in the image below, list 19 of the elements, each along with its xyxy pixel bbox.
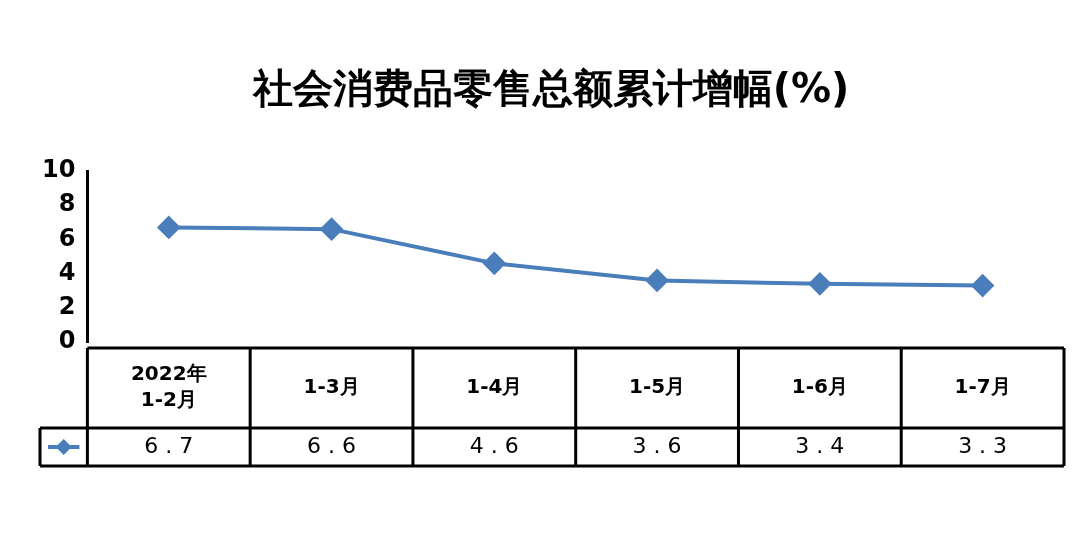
point — [157, 216, 180, 239]
y-tick-label: 6 — [58, 223, 76, 252]
y-tick-label: 0 — [58, 326, 76, 355]
y-tick-label: 10 — [41, 155, 76, 184]
x-tick-label: 1-3月 — [303, 374, 360, 399]
y-tick-label: 4 — [58, 257, 76, 286]
x-tick-label: 1-5月 — [629, 374, 686, 399]
x-tick-label: 1-7月 — [954, 374, 1011, 399]
point — [483, 252, 506, 275]
point — [646, 269, 669, 292]
x-tick-label: 1-6月 — [791, 374, 848, 399]
point — [808, 272, 831, 295]
point — [971, 274, 994, 297]
chart-title: 社会消费品零售总额累计增幅(%) — [251, 65, 850, 112]
x-tick-label: 1-4月 — [466, 374, 523, 399]
y-tick-label: 8 — [58, 189, 76, 218]
point — [320, 218, 343, 241]
y-tick-label: 2 — [58, 292, 76, 321]
x-tick-label: 2022年 1-2月 — [130, 361, 207, 412]
